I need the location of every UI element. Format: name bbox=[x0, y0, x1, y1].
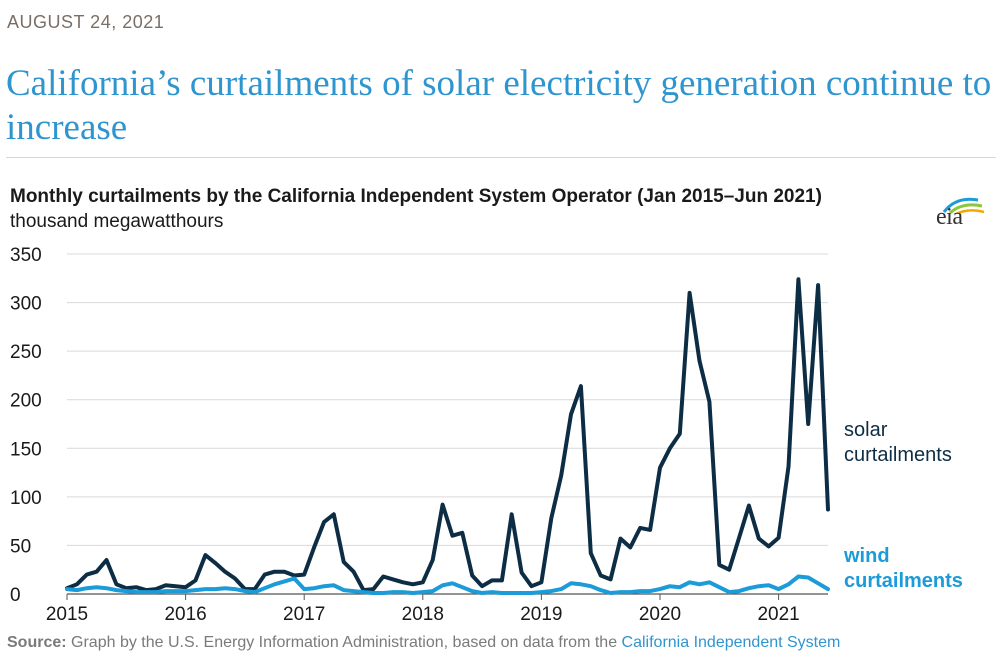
headline: California’s curtailments of solar elect… bbox=[6, 63, 992, 148]
y-tick-label: 250 bbox=[10, 342, 42, 363]
solar-curtailments-line bbox=[65, 277, 830, 593]
article-date: AUGUST 24, 2021 bbox=[7, 12, 165, 32]
chart-title: Monthly curtailments by the California I… bbox=[10, 186, 822, 207]
y-tick-label: 200 bbox=[10, 391, 42, 412]
source-note: Source: Graph by the U.S. Energy Informa… bbox=[7, 634, 840, 652]
x-tick-label: 2019 bbox=[520, 604, 562, 625]
x-tick-label: 2018 bbox=[402, 604, 444, 625]
y-tick-label: 50 bbox=[10, 536, 31, 557]
chart-units-label: thousand megawatthours bbox=[10, 211, 224, 232]
y-tick-label: 150 bbox=[10, 439, 42, 460]
x-tick-label: 2017 bbox=[283, 604, 325, 625]
logo-swoosh-icon bbox=[942, 197, 985, 214]
y-tick-label: 300 bbox=[10, 294, 42, 315]
y-tick-label: 100 bbox=[10, 488, 42, 509]
logo-text: eia bbox=[936, 204, 963, 230]
divider bbox=[6, 157, 996, 158]
series-label: solar bbox=[844, 419, 888, 441]
series-label: curtailments bbox=[844, 444, 952, 466]
source-text: Graph by the U.S. Energy Information Adm… bbox=[66, 634, 622, 651]
series-label: curtailments bbox=[844, 570, 963, 592]
source-link[interactable]: California Independent System bbox=[621, 634, 841, 651]
x-tick-label: 2015 bbox=[46, 604, 88, 625]
x-tick-label: 2016 bbox=[164, 604, 206, 625]
x-tick-label: 2021 bbox=[757, 604, 799, 625]
eia-logo: eia bbox=[936, 194, 986, 238]
line-chart: 0 50 100 150 200 250 300 350 2015 2016 2017 2018 20… bbox=[10, 245, 963, 625]
source-label: Source: bbox=[7, 634, 67, 651]
wind-curtailments-line bbox=[65, 574, 830, 595]
y-tick-label: 0 bbox=[10, 585, 21, 606]
y-tick-label: 350 bbox=[10, 245, 42, 266]
series-label: wind bbox=[843, 545, 890, 567]
x-tick-label: 2020 bbox=[639, 604, 681, 625]
